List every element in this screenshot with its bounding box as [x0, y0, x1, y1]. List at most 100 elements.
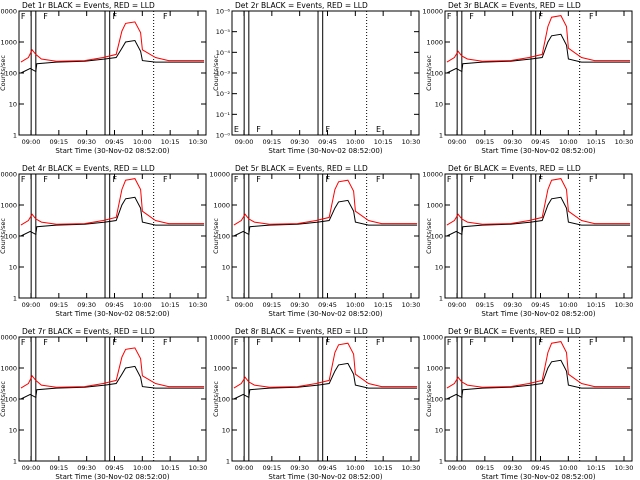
- series-events: [446, 359, 631, 400]
- panel-title: Det 9r BLACK = Events, RED = LLD: [448, 327, 581, 336]
- y-tick-label: 100: [5, 70, 17, 78]
- interval-marker: E: [234, 125, 239, 134]
- x-tick-label: 09:00: [22, 138, 41, 146]
- x-tick-label: 09:45: [105, 464, 124, 472]
- x-tick-label: 09:15: [49, 301, 68, 309]
- interval-marker: F: [256, 338, 261, 347]
- x-axis-label: Start Time (30-Nov-02 08:52:00): [55, 147, 169, 155]
- x-axis-label: Start Time (30-Nov-02 08:52:00): [268, 310, 382, 318]
- series-events: [20, 196, 205, 237]
- y-tick-label: 1: [13, 295, 17, 303]
- x-axis-label: Start Time (30-Nov-02 08:52:00): [55, 310, 169, 318]
- x-tick-label: 10:00: [559, 138, 578, 146]
- x-tick-label: 09:30: [77, 138, 96, 146]
- interval-marker: F: [376, 175, 381, 184]
- x-tick-label: 10:15: [587, 138, 606, 146]
- x-tick-label: 10:15: [161, 138, 180, 146]
- x-tick-label: 09:00: [448, 138, 467, 146]
- panel-title: Det 1r BLACK = Events, RED = LLD: [22, 1, 155, 10]
- y-tick-label: 10⁻³: [216, 70, 231, 78]
- x-tick-label: 10:00: [346, 138, 365, 146]
- series-lld: [20, 347, 205, 389]
- y-tick-label: 10: [9, 427, 17, 435]
- panel-title: Det 7r BLACK = Events, RED = LLD: [22, 327, 155, 336]
- x-tick-label: 10:00: [346, 464, 365, 472]
- panel-det-3: Det 3r BLACK = Events, RED = LLD 1 10 100 10…: [422, 1, 633, 155]
- y-axis-label: Counts/sec: [0, 218, 7, 254]
- panel-title: Det 4r BLACK = Events, RED = LLD: [22, 164, 155, 173]
- panel-det-1: Det 1r BLACK = Events, RED = LLD 1 10 100 10…: [0, 1, 207, 155]
- panel-title: Det 2r BLACK = Events, RED = LLD: [235, 1, 368, 10]
- y-tick-label: 1000: [0, 365, 17, 373]
- interval-marker: F: [234, 338, 239, 347]
- plot-frame: [18, 173, 207, 299]
- interval-marker: F: [21, 338, 26, 347]
- x-axis-label: Start Time (30-Nov-02 08:52:00): [481, 473, 595, 480]
- y-tick-label: 10000: [209, 171, 230, 179]
- panel-title: Det 8r BLACK = Events, RED = LLD: [235, 327, 368, 336]
- x-tick-label: 10:30: [402, 301, 421, 309]
- y-tick-label: 10: [435, 101, 443, 109]
- series-events: [446, 196, 631, 237]
- interval-marker: F: [163, 175, 168, 184]
- interval-marker: F: [113, 338, 118, 347]
- x-tick-label: 09:00: [235, 464, 254, 472]
- x-tick-label: 09:15: [475, 301, 494, 309]
- y-tick-label: 100: [5, 233, 17, 241]
- y-tick-label: 10⁻⁴: [216, 49, 231, 57]
- panel-title: Det 3r BLACK = Events, RED = LLD: [448, 1, 581, 10]
- x-tick-label: 10:00: [133, 138, 152, 146]
- panel-det-6: Det 6r BLACK = Events, RED = LLD 1 10 100 10…: [422, 164, 633, 318]
- y-tick-label: 100: [218, 396, 230, 404]
- panel-det-8: Det 8r BLACK = Events, RED = LLD 1 10 100 10…: [209, 327, 420, 480]
- series-lld: [233, 179, 418, 226]
- series-lld: [446, 341, 631, 389]
- x-tick-label: 09:30: [503, 464, 522, 472]
- y-tick-label: 1: [439, 295, 443, 303]
- y-tick-label: 1000: [426, 202, 443, 210]
- y-axis-label: Counts/sec: [0, 381, 7, 417]
- y-axis-label: Counts/sec: [425, 55, 433, 91]
- interval-marker: F: [113, 175, 118, 184]
- y-tick-label: 10: [222, 427, 230, 435]
- x-tick-label: 09:15: [475, 138, 494, 146]
- x-axis-label: Start Time (30-Nov-02 08:52:00): [481, 310, 595, 318]
- y-tick-label: 1000: [426, 39, 443, 47]
- series-events: [20, 39, 205, 74]
- x-tick-label: 10:30: [402, 138, 421, 146]
- plot-frame: [18, 10, 207, 136]
- series-lld: [446, 178, 631, 226]
- interval-marker: F: [589, 12, 594, 21]
- y-axis-label: Counts/sec: [425, 218, 433, 254]
- interval-marker: F: [163, 338, 168, 347]
- y-axis-label: Counts/sec: [212, 218, 220, 254]
- plot-frame: [231, 10, 420, 136]
- interval-marker: F: [113, 12, 118, 21]
- y-tick-label: 10000: [209, 334, 230, 342]
- x-tick-label: 09:00: [22, 301, 41, 309]
- interval-marker: F: [447, 12, 452, 21]
- y-tick-label: 100: [218, 233, 230, 241]
- y-tick-label: 10000: [422, 171, 443, 179]
- interval-marker: E: [376, 125, 381, 134]
- x-tick-label: 09:45: [531, 301, 550, 309]
- x-tick-label: 09:15: [262, 464, 281, 472]
- x-tick-label: 10:30: [189, 138, 208, 146]
- x-tick-label: 09:30: [77, 301, 96, 309]
- y-axis-label: Counts/sec: [425, 381, 433, 417]
- panel-det-7: Det 7r BLACK = Events, RED = LLD 1 10 100 10…: [0, 327, 207, 480]
- x-tick-label: 09:00: [448, 301, 467, 309]
- x-tick-label: 09:45: [318, 138, 337, 146]
- y-tick-label: 1: [439, 132, 443, 140]
- y-tick-label: 1: [226, 295, 230, 303]
- series-events: [233, 362, 418, 400]
- panel-det-4: Det 4r BLACK = Events, RED = LLD 1 10 100 10…: [0, 164, 207, 318]
- plot-frame: [444, 10, 633, 136]
- x-tick-label: 10:15: [374, 464, 393, 472]
- panel-title: Det 6r BLACK = Events, RED = LLD: [448, 164, 581, 173]
- interval-marker: F: [539, 175, 544, 184]
- interval-marker: F: [469, 175, 474, 184]
- interval-marker: F: [326, 175, 331, 184]
- x-tick-label: 09:00: [235, 138, 254, 146]
- x-tick-label: 10:30: [615, 138, 634, 146]
